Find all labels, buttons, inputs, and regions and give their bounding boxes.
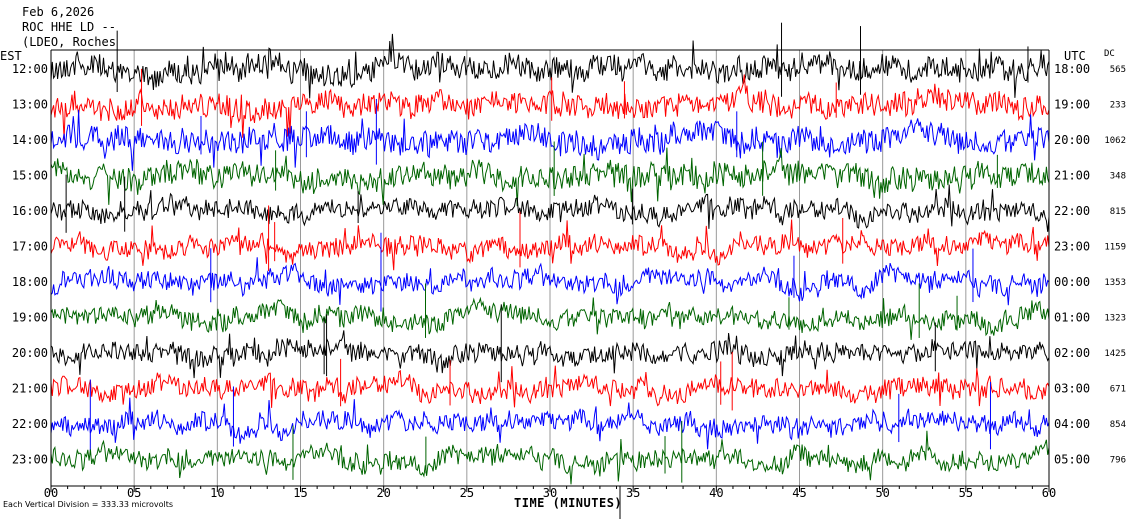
dc-offset-label: 1323 [1104, 314, 1126, 324]
trace-row-1400 [50, 109, 1050, 171]
x-tick-label: 55 [959, 486, 973, 500]
trace-row-2000 [50, 330, 1050, 379]
utc-hour-label: 21:00 [1054, 169, 1090, 183]
x-tick-label: 15 [293, 486, 307, 500]
est-hour-label: 12:00 [12, 62, 48, 76]
est-hour-label: 17:00 [12, 240, 48, 254]
x-tick-label: 25 [460, 486, 474, 500]
plot-frame [50, 49, 1050, 519]
x-tick-label: 60 [1042, 486, 1056, 500]
est-hour-label: 19:00 [12, 311, 48, 325]
utc-hour-label: 19:00 [1054, 98, 1090, 112]
utc-hour-label: 20:00 [1054, 133, 1090, 147]
est-hour-label: 18:00 [12, 275, 48, 289]
utc-hour-label: 00:00 [1054, 275, 1090, 289]
x-tick-label: 40 [709, 486, 723, 500]
utc-hour-label: 05:00 [1054, 453, 1090, 467]
est-hour-label: 13:00 [12, 98, 48, 112]
seismic-traces [50, 22, 1050, 485]
est-title: EST [0, 49, 22, 63]
trace-row-1900 [50, 296, 1050, 340]
trace-row-1800 [50, 257, 1050, 306]
utc-hour-label: 02:00 [1054, 346, 1090, 360]
header-station: ROC HHE LD -- [22, 20, 116, 34]
x-tick-label: 45 [792, 486, 806, 500]
dc-offset-label: 1062 [1104, 136, 1126, 146]
trace-row-1200 [50, 33, 1050, 99]
dc-title: DC [1104, 49, 1115, 59]
x-tick-label: 10 [210, 486, 224, 500]
x-tick-label: 35 [626, 486, 640, 500]
utc-hour-label: 23:00 [1054, 240, 1090, 254]
x-tick-label: 05 [127, 486, 141, 500]
plot-grid [133, 50, 967, 486]
est-hour-label: 15:00 [12, 169, 48, 183]
est-hour-label: 21:00 [12, 382, 48, 396]
utc-hour-label: 03:00 [1054, 382, 1090, 396]
dc-offset-label: 1353 [1104, 278, 1126, 288]
est-hour-label: 20:00 [12, 346, 48, 360]
dc-offset-label: 1425 [1104, 349, 1126, 359]
x-tick-label: 00 [44, 486, 58, 500]
utc-hour-label: 18:00 [1054, 62, 1090, 76]
x-tick-label: 30 [543, 486, 557, 500]
trace-row-2300 [50, 430, 1050, 485]
trace-row-2100 [50, 365, 1050, 408]
dc-offset-label: 565 [1110, 65, 1126, 75]
utc-hour-label: 01:00 [1054, 311, 1090, 325]
header-network: (LDEO, Roches [22, 35, 116, 49]
trace-row-1500 [50, 147, 1050, 207]
dc-offset-label: 815 [1110, 207, 1126, 217]
trace-row-1600 [50, 184, 1050, 232]
est-hour-label: 23:00 [12, 453, 48, 467]
scale-footer: Each Vertical Division = 333.33 microvol… [3, 500, 174, 509]
utc-title: UTC [1064, 49, 1086, 63]
dc-offset-label: 1159 [1104, 243, 1126, 253]
utc-hour-label: 22:00 [1054, 204, 1090, 218]
trace-row-1700 [50, 219, 1050, 271]
trace-row-2200 [50, 397, 1050, 450]
est-hour-label: 14:00 [12, 133, 48, 147]
header-date: Feb 6,2026 [22, 5, 95, 19]
x-tick-label: 20 [376, 486, 390, 500]
dc-offset-label: 671 [1110, 385, 1126, 395]
axis-labels: 00 05 10 15 20 25 30 35 40 45 50 55 60 12:00 18:00 565 1… [12, 62, 1126, 500]
dc-offset-label: 233 [1110, 101, 1126, 111]
est-hour-label: 22:00 [12, 417, 48, 431]
dc-offset-label: 348 [1110, 172, 1126, 182]
x-tick-label: 50 [875, 486, 889, 500]
dc-offset-label: 796 [1110, 456, 1126, 466]
utc-hour-label: 04:00 [1054, 417, 1090, 431]
dc-offset-label: 854 [1110, 420, 1126, 430]
x-axis-title: TIME (MINUTES) [514, 496, 623, 510]
est-hour-label: 16:00 [12, 204, 48, 218]
trace-row-1300 [50, 74, 1050, 140]
